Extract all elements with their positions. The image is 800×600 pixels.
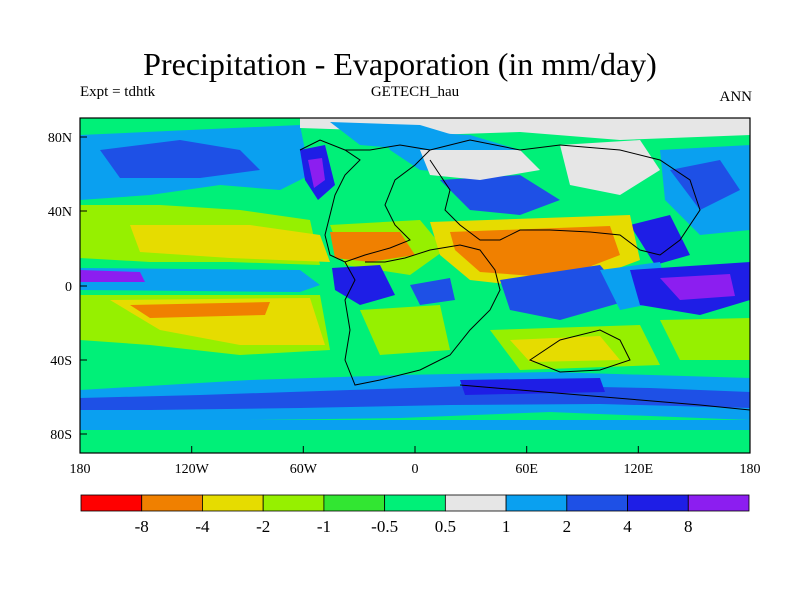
fill-sw-pacific-dry [660, 318, 750, 360]
coast-antarctica [459, 384, 750, 411]
colorbar-label: -2 [256, 517, 270, 536]
chart-title: Precipitation - Evaporation (in mm/day) [143, 46, 657, 82]
fill-nw-coast-b [308, 158, 325, 188]
fill-antarctic-coast [80, 420, 750, 430]
colorbar: -8 -4 -2 -1 -0.5 0.5 1 2 4 8 [80, 494, 750, 536]
fill-warm-pool-max [660, 274, 735, 300]
colorbar-box [384, 494, 446, 512]
colorbar-label: -4 [195, 517, 210, 536]
colorbar-box [141, 494, 203, 512]
fill-gulf-guinea [410, 278, 455, 305]
colorbar-box [627, 494, 689, 512]
colorbar-label: -0.5 [371, 517, 398, 536]
x-tick-label: 60W [290, 462, 318, 477]
colorbar-box [262, 494, 325, 512]
tick-marks [79, 136, 751, 453]
fill-south-pacific-driest [130, 302, 270, 318]
colorbar-label: 1 [502, 517, 511, 536]
colorbar-box [80, 494, 143, 512]
coast-africa-south-america [344, 244, 501, 386]
y-tick-label: 0 [65, 280, 72, 295]
fill-europe-grey [420, 150, 540, 180]
colorbar-label: -1 [317, 517, 331, 536]
x-tick-label: 180 [70, 462, 91, 477]
coast-north-america [299, 139, 432, 263]
fill-arctic-grey [300, 118, 750, 140]
fill-antarctic [80, 425, 750, 453]
colorbar-box [444, 494, 507, 512]
experiment-label: Expt = tdhtk [80, 84, 156, 100]
colorbar-label: 8 [684, 517, 693, 536]
fill-south-atlantic-dry [360, 305, 450, 355]
dataset-label: GETECH_hau [370, 84, 460, 100]
fill-nw-pacific-wet [670, 160, 740, 210]
coastlines [299, 139, 750, 411]
coast-eurasia [429, 139, 701, 256]
fill-indian-ocean [500, 265, 630, 320]
colorbar-boxes [80, 494, 750, 512]
contour-fill [80, 118, 750, 453]
x-tick-label: 60E [515, 462, 538, 477]
colorbar-label: 2 [563, 517, 572, 536]
y-tick-label: 80S [50, 428, 72, 443]
season-label: ANN [719, 89, 753, 105]
y-tick-label: 40S [50, 354, 72, 369]
y-tick-label: 40N [48, 205, 72, 220]
colorbar-label: 0.5 [435, 517, 456, 536]
fill-north-pacific-drier [130, 225, 330, 262]
fill-north-atlantic-drier [330, 232, 415, 262]
y-tick-label: 80N [48, 131, 72, 146]
colorbar-box [687, 494, 750, 512]
x-tick-label: 180 [740, 462, 761, 477]
fill-east-asia [630, 215, 690, 265]
colorbar-box [505, 494, 568, 512]
colorbar-label: -8 [135, 517, 149, 536]
fill-southern-storm-max [460, 378, 605, 395]
colorbar-label: 4 [623, 517, 632, 536]
x-tick-label: 120E [624, 462, 654, 477]
colorbar-labels: -8 -4 -2 -1 -0.5 0.5 1 2 4 8 [135, 517, 693, 536]
x-tick-label: 0 [412, 462, 419, 477]
colorbar-box [202, 494, 264, 512]
x-tick-label: 120W [175, 462, 210, 477]
colorbar-box [566, 494, 628, 512]
fill-north-pacific-wet [100, 140, 260, 178]
y-axis-labels: 80N 40N 0 40S 80S [48, 131, 72, 443]
fill-itcz-pacific-wet [80, 270, 145, 282]
coast-india-australia [528, 329, 631, 373]
fill-europe-blue [440, 175, 560, 215]
x-axis-labels: 180 120W 60W 0 60E 120E 180 [70, 462, 761, 477]
fill-sahara-arabia-dry [450, 226, 620, 278]
colorbar-box [323, 494, 386, 512]
